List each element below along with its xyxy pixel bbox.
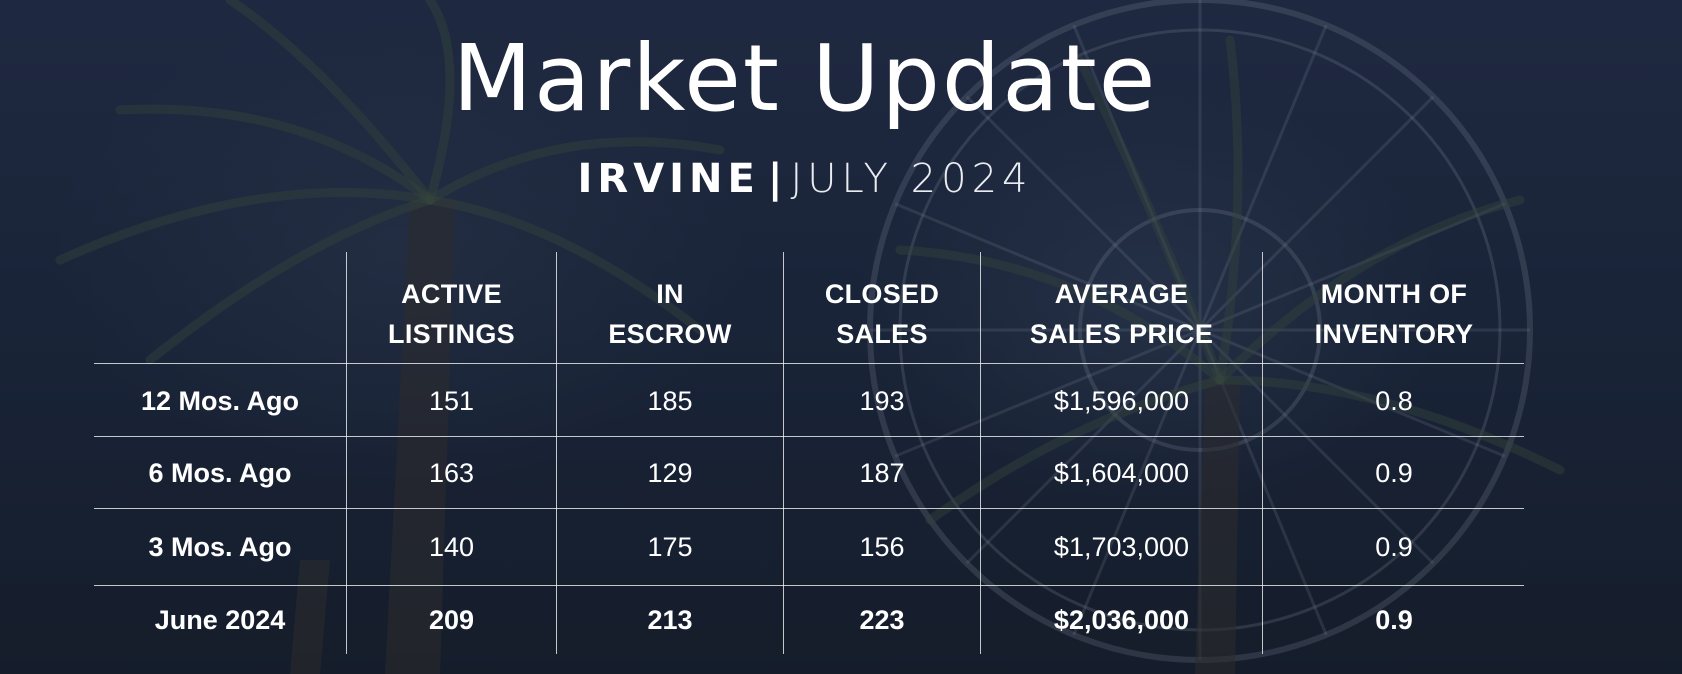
table-cell: 129 [647, 458, 693, 488]
header-line: LISTINGS [388, 319, 515, 349]
table-cell: 185 [647, 386, 693, 416]
column-header-average-sales-price: AVERAGE SALES PRICE [981, 274, 1262, 354]
table-cell: $2,036,000 [1053, 605, 1190, 635]
table-cell: 209 [428, 605, 475, 635]
row-label: 3 Mos. Ago [148, 532, 292, 562]
column-divider [556, 252, 557, 654]
table-cell: $1,596,000 [1053, 386, 1190, 416]
subtitle-city: IRVINE [577, 156, 760, 202]
table-cell: $1,703,000 [1053, 532, 1190, 562]
header-line: CLOSED [824, 279, 940, 309]
header-line: MONTH OF [1320, 279, 1468, 309]
table-cell: $1,604,000 [1053, 458, 1190, 488]
row-divider [94, 363, 1524, 364]
table-cell: 0.8 [1375, 386, 1413, 416]
ferris-wheel-spoke [1198, 95, 1435, 332]
column-header-in-escrow: IN ESCROW [557, 274, 783, 354]
column-header-closed-sales: CLOSED SALES [784, 274, 980, 354]
table-cell: 175 [647, 532, 693, 562]
ferris-wheel-spoke [1198, 328, 1435, 565]
ferris-wheel-spoke [1198, 24, 1328, 331]
row-label: 12 Mos. Ago [140, 386, 300, 416]
ferris-wheel-spoke [894, 202, 1201, 332]
column-header-active-listings: ACTIVE LISTINGS [347, 274, 556, 354]
ferris-wheel-spoke [1199, 328, 1506, 458]
ferris-wheel-spoke [894, 328, 1201, 458]
ferris-wheel-spoke [1072, 24, 1202, 331]
header-line: AVERAGE [1054, 279, 1189, 309]
table-cell: 223 [859, 605, 905, 635]
page-subtitle: IRVINE | JULY 2024 [0, 155, 1610, 203]
table-cell: 0.9 [1375, 605, 1413, 635]
header-line: ESCROW [608, 319, 732, 349]
table-cell: 0.9 [1375, 532, 1413, 562]
table-cell: 156 [859, 532, 905, 562]
table-cell: 0.9 [1375, 458, 1413, 488]
subtitle-date: JULY 2024 [790, 156, 1033, 202]
table-cell: 140 [428, 532, 475, 562]
page-title: Market Update [452, 25, 1158, 132]
row-divider [94, 508, 1524, 509]
header-line: IN [656, 279, 684, 309]
row-label: 6 Mos. Ago [148, 458, 292, 488]
ferris-wheel-spoke [965, 95, 1202, 332]
ferris-wheel-spoke [1199, 202, 1506, 332]
table-cell: 213 [647, 605, 693, 635]
header-line: SALES [836, 319, 928, 349]
ferris-wheel-spoke [1072, 329, 1202, 636]
column-divider [783, 252, 784, 654]
row-divider [94, 585, 1524, 586]
table-cell: 151 [428, 386, 475, 416]
subtitle-separator: | [767, 156, 783, 202]
row-divider [94, 436, 1524, 437]
ferris-wheel-spoke [965, 328, 1202, 565]
table-cell: 193 [859, 386, 905, 416]
column-header-month-of-inventory: MONTH OF INVENTORY [1263, 274, 1525, 354]
column-divider [980, 252, 981, 654]
table-cell: 163 [428, 458, 475, 488]
table-cell: 187 [859, 458, 905, 488]
header-line: INVENTORY [1314, 319, 1474, 349]
row-label: June 2024 [154, 605, 286, 635]
column-divider [346, 252, 347, 654]
header-line: ACTIVE [401, 279, 502, 309]
header-line: SALES PRICE [1029, 319, 1214, 349]
column-divider [1262, 252, 1263, 654]
